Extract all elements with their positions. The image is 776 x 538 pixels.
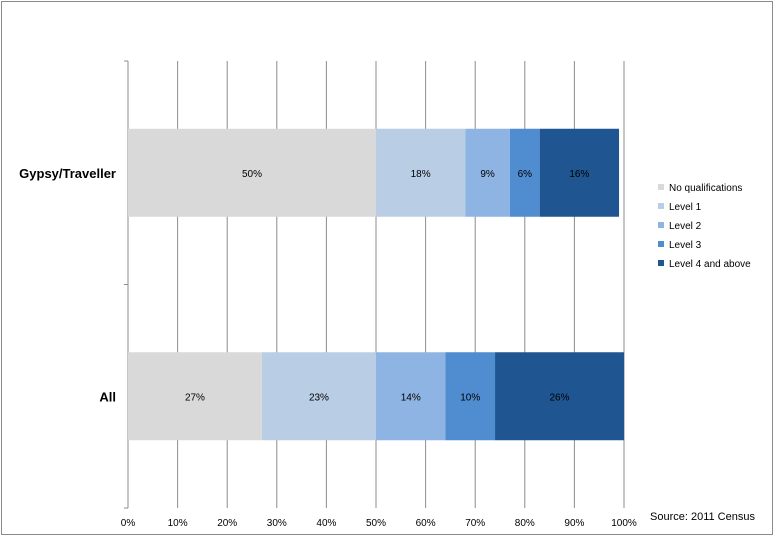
data-label: 18%: [411, 169, 431, 180]
category-label: All: [99, 389, 116, 404]
bar-segment: [509, 128, 540, 217]
legend-swatch: [658, 222, 664, 228]
legend-label: Level 2: [669, 221, 702, 232]
legend-label: Level 4 and above: [669, 259, 751, 270]
x-tick-label: 70%: [465, 518, 485, 529]
bar-segment: [539, 128, 620, 217]
x-tick-label: 50%: [366, 518, 386, 529]
x-tick-label: 0%: [121, 518, 136, 529]
bar-segment: [376, 352, 446, 441]
legend-swatch: [658, 260, 664, 266]
legend-swatch: [658, 241, 664, 247]
x-tick-label: 100%: [611, 518, 637, 529]
x-tick-label: 60%: [416, 518, 436, 529]
data-label: 26%: [550, 392, 570, 403]
legend-label: No qualifications: [669, 183, 742, 194]
legend-label: Level 3: [669, 240, 702, 251]
data-label: 14%: [401, 392, 421, 403]
category-labels: Gypsy/Traveller All: [19, 166, 116, 405]
data-label: 6%: [518, 169, 533, 180]
bar-segment: [261, 352, 376, 441]
x-axis-ticks: 0% 10% 20% 30% 40% 50% 60% 70% 80% 90% 100%: [121, 518, 637, 529]
legend-label: Level 1: [669, 202, 702, 213]
data-label: 23%: [309, 392, 329, 403]
bar-segment: [495, 352, 624, 441]
bar-segment: [445, 352, 496, 441]
bar-segment: [376, 128, 466, 217]
bars: [128, 128, 624, 441]
category-label: Gypsy/Traveller: [19, 166, 116, 181]
bar-segment: [465, 128, 510, 217]
x-tick-label: 10%: [168, 518, 188, 529]
data-labels: 50% 18% 9% 6% 16% 27% 23% 14% 10% 26%: [185, 169, 590, 404]
legend-swatch: [658, 203, 664, 209]
legend-swatch: [658, 184, 664, 190]
gridlines: [177, 61, 625, 508]
data-label: 9%: [480, 169, 495, 180]
bar-segment: [128, 128, 376, 217]
data-label: 16%: [569, 169, 589, 180]
x-tick-label: 80%: [515, 518, 535, 529]
legend: No qualifications Level 1 Level 2 Level 3 Le…: [658, 183, 751, 270]
data-label: 27%: [185, 392, 205, 403]
y-axis: [124, 60, 129, 509]
data-label: 10%: [460, 392, 480, 403]
x-tick-label: 40%: [316, 518, 336, 529]
x-tick-label: 30%: [267, 518, 287, 529]
data-label: 50%: [242, 169, 262, 180]
x-tick-label: 90%: [564, 518, 584, 529]
source-note: Source: 2011 Census: [650, 511, 755, 523]
x-tick-label: 20%: [217, 518, 237, 529]
bar-segment: [128, 352, 262, 441]
